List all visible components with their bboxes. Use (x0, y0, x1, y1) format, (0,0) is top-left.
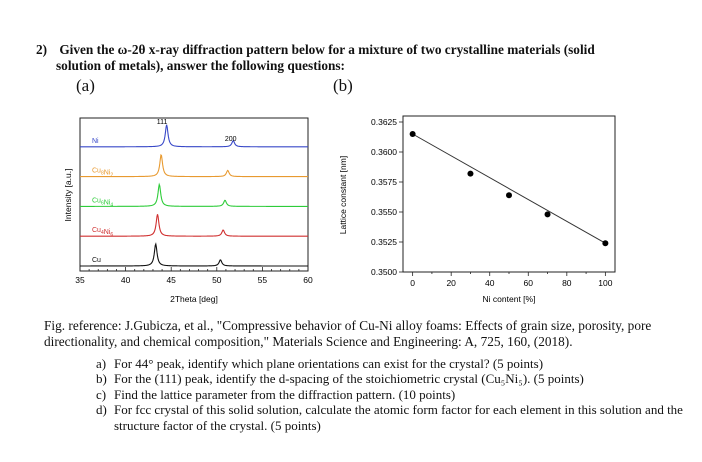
question-heading: 2) Given the ω-2θ x-ray diffraction patt… (36, 42, 676, 74)
xrd-chart: 35 40 45 50 55 60 Ni Cu8Ni2 Cu6Ni4 Cu4Ni6 Cu 111 2… (63, 117, 313, 304)
lattice-y-tick-label: 0.3600 (371, 147, 397, 157)
xrd-peak-label: 111 (157, 119, 168, 126)
lattice-data-point (467, 170, 474, 177)
lattice-y-tick-label: 0.3525 (371, 237, 397, 247)
xrd-y-axis-label: Intensity [a.u.] (63, 169, 73, 222)
figure-svg: 35 40 45 50 55 60 Ni Cu8Ni2 Cu6Ni4 Cu4Ni6 Cu 111 2… (63, 115, 616, 304)
xrd-x-tick-label: 45 (166, 275, 176, 285)
sub-question-b: b) For the (111) peak, identify the d-sp… (96, 371, 686, 386)
xrd-series-line (80, 182, 308, 207)
lattice-x-tick-label: 100 (598, 278, 612, 288)
xrd-x-tick-label: 55 (258, 275, 268, 285)
lattice-y-tick-label: 0.3550 (371, 207, 397, 217)
xrd-series-line (80, 242, 308, 267)
xrd-x-tick-label: 40 (121, 275, 131, 285)
lattice-y-tick-label: 0.3500 (371, 267, 397, 277)
xrd-series-line (80, 214, 308, 237)
xrd-series-4: Cu (80, 242, 308, 267)
sub-question-label: c) (96, 386, 107, 402)
lattice-data-point (506, 192, 512, 199)
xrd-series-label: Cu4Ni6 (92, 227, 113, 238)
xrd-series-2: Cu6Ni4 (80, 182, 308, 208)
lattice-chart: 0 20 40 60 80 100 0.3500 0.3525 0.3550 0.3575 0.36… (338, 115, 616, 304)
lattice-axes: 0 20 40 60 80 100 0.3500 0.3525 0.3550 0.3575 0.36… (371, 117, 613, 288)
question-number: 2) (36, 42, 48, 57)
lattice-x-tick-label: 80 (562, 278, 572, 288)
xrd-x-axis-label: 2Theta [deg] (170, 294, 218, 304)
sub-question-text: For the (111) peak, identify the d-spaci… (114, 371, 584, 387)
question-line-2: solution of metals), answer the followin… (56, 58, 345, 73)
sub-question-list: a) For 44° peak, identify which plane or… (96, 356, 686, 433)
xrd-x-ticks: 35 40 45 50 55 60 (75, 267, 313, 285)
lattice-y-axis-label: Lattice constant [nm] (338, 156, 348, 234)
sub-question-label: d) (96, 402, 107, 418)
xrd-series-1: Cu8Ni2 (80, 153, 308, 179)
sub-question-c: c) Find the lattice parameter from the d… (96, 387, 686, 402)
sub-question-d: d) For fcc crystal of this solid solutio… (96, 402, 686, 433)
xrd-peak-labels: 111 200 (157, 119, 237, 143)
panel-label-a: (a) (76, 76, 95, 95)
sub-question-label: b) (96, 371, 107, 387)
xrd-peak-label: 200 (225, 136, 237, 143)
sub-question-label: a) (96, 356, 107, 371)
xrd-series-label: Cu6Ni4 (92, 197, 113, 208)
figure-reference: Fig. reference: J.Gubicza, et al., "Comp… (44, 318, 652, 349)
xrd-series-label: Cu8Ni2 (92, 168, 113, 179)
sub-question-text: For fcc crystal of this solid solution, … (114, 402, 683, 433)
panel-label-b: (b) (333, 76, 353, 95)
xrd-series-3: Cu4Ni6 (80, 214, 308, 238)
lattice-x-tick-label: 40 (485, 278, 495, 288)
lattice-x-axis-label: Ni content [%] (483, 294, 536, 304)
lattice-x-tick-label: 20 (446, 278, 456, 288)
xrd-series-label: Cu (92, 257, 101, 264)
lattice-data-point (602, 240, 609, 247)
xrd-series-line (80, 124, 308, 148)
lattice-x-tick-label: 0 (410, 278, 415, 288)
xrd-x-tick-label: 35 (75, 275, 85, 285)
xrd-x-tick-label: 50 (212, 275, 222, 285)
xrd-series-label: Ni (92, 138, 99, 145)
lattice-data-point (409, 131, 416, 137)
sub-question-text: Find the lattice parameter from the diff… (114, 386, 456, 402)
xrd-x-tick-label: 60 (303, 275, 313, 285)
lattice-y-tick-label: 0.3575 (371, 177, 397, 187)
lattice-y-tick-label: 0.3625 (371, 117, 397, 127)
xrd-series-0: Ni (80, 124, 308, 148)
xrd-series-group: Ni Cu8Ni2 Cu6Ni4 Cu4Ni6 Cu (80, 124, 308, 267)
sub-question-text: For 44° peak, identify which plane orien… (114, 356, 544, 371)
lattice-data-point (544, 211, 551, 218)
sub-question-a: a) For 44° peak, identify which plane or… (96, 356, 686, 371)
lattice-fit-line (412, 133, 606, 244)
question-line-1: Given the ω-2θ x-ray diffraction pattern… (59, 42, 595, 57)
xrd-series-line (80, 153, 308, 178)
lattice-points (409, 131, 609, 247)
lattice-x-tick-label: 60 (524, 278, 534, 288)
xrd-plot-frame (79, 117, 309, 272)
